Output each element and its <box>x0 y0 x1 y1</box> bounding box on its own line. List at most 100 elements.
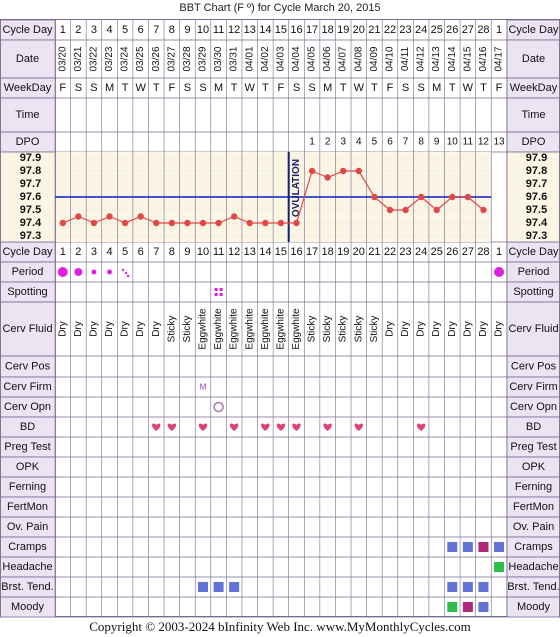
cycle-day-number: 21 <box>368 246 380 258</box>
temperature-point <box>293 219 300 227</box>
weekday-label: T <box>340 82 347 94</box>
cycle-day-number: 26 <box>446 246 458 258</box>
brst-tend-square <box>213 582 224 592</box>
cerv-fluid-label: Dry <box>151 321 162 337</box>
y-tick-label: 97.5 <box>526 204 547 216</box>
date-label: 03/28 <box>182 46 193 71</box>
cycle-day-number: 16 <box>290 24 302 36</box>
ovulation-label: OVULATION <box>291 159 302 217</box>
cycle-day-number: 9 <box>184 24 190 36</box>
date-label: 04/08 <box>353 46 364 71</box>
y-tick-label: 97.3 <box>20 230 41 242</box>
weekday-label: S <box>417 82 424 94</box>
cerv-fluid-label: Dry <box>462 321 473 337</box>
row-label-cell <box>506 39 560 79</box>
temperature-point <box>480 206 487 214</box>
spotting-dot <box>219 293 223 296</box>
y-tick-label: 97.8 <box>20 165 41 177</box>
temperature-point <box>75 213 82 220</box>
dpo-label: 8 <box>418 137 424 148</box>
dpo-label: 9 <box>434 137 440 148</box>
weekday-label: F <box>278 82 285 94</box>
cycle-day-number: 28 <box>477 24 489 36</box>
cerv-fluid-label: Eggwhite <box>229 308 240 350</box>
row-label-period: Period <box>518 266 550 278</box>
row-label-dpo: DPO <box>16 136 40 148</box>
row-label-preg-test: Preg Test <box>510 441 556 453</box>
date-label: 04/03 <box>275 46 286 71</box>
cramps-square <box>478 542 489 552</box>
cycle-day-number: 1 <box>60 24 66 36</box>
cerv-fluid-label: Dry <box>57 321 68 337</box>
row-label-brst-tend: Brst. Tend. <box>1 581 53 593</box>
cycle-day-number: 15 <box>275 24 287 36</box>
cycle-day-number: 22 <box>384 246 396 258</box>
row-label-cell <box>0 301 56 357</box>
row-label-date: Date <box>522 53 545 65</box>
temperature-point <box>59 219 66 227</box>
moody-square <box>447 602 458 612</box>
y-axis-right <box>506 151 560 243</box>
cycle-day-number: 3 <box>91 246 97 258</box>
date-label: 03/25 <box>135 46 146 71</box>
cycle-day-number: 11 <box>213 24 224 36</box>
cycle-day-number: 7 <box>153 246 159 258</box>
cycle-day-number: 23 <box>399 246 411 258</box>
headache-square <box>494 562 505 572</box>
cramps-square <box>462 542 473 552</box>
y-tick-label: 97.9 <box>20 152 41 164</box>
date-label: 03/21 <box>73 46 84 71</box>
row-label-cell <box>0 596 56 618</box>
cerv-fluid-label: Dry <box>88 321 99 337</box>
row-label-spotting: Spotting <box>513 286 553 298</box>
period-dot <box>57 267 68 277</box>
weekday-label: T <box>449 82 456 94</box>
cerv-fluid-label: Dry <box>384 321 395 337</box>
date-label: 03/20 <box>57 46 68 71</box>
cerv-fluid-label: Eggwhite <box>260 308 271 350</box>
weekday-label: S <box>184 82 191 94</box>
period-dot <box>91 269 97 275</box>
date-label: 03/26 <box>151 46 162 71</box>
cycle-day-number: 2 <box>75 246 81 258</box>
dpo-label: 10 <box>447 137 459 148</box>
weekday-label: F <box>59 82 66 94</box>
bd-heart <box>323 423 332 431</box>
weekday-label: M <box>214 82 223 94</box>
cerv-fluid-label: Dry <box>478 321 489 337</box>
cycle-day-number: 22 <box>384 24 396 36</box>
row-label-moody: Moody <box>11 601 45 613</box>
cerv-fluid-label: Dry <box>120 321 131 337</box>
cycle-day-number: 13 <box>244 246 256 258</box>
weekday-label: T <box>480 82 487 94</box>
date-label: 04/06 <box>322 46 333 71</box>
brst-tend-square <box>462 582 473 592</box>
cycle-day-number: 4 <box>106 24 112 36</box>
page-title: BBT Chart (F º) for Cycle March 20, 2015 <box>179 2 381 14</box>
date-label: 04/01 <box>244 46 255 71</box>
y-tick-label: 97.5 <box>20 204 41 216</box>
row-label-ferning: Ferning <box>9 481 46 493</box>
y-tick-label: 97.9 <box>526 152 547 164</box>
weekday-label: M <box>105 82 114 94</box>
cerv-fluid-label: Sticky <box>353 316 364 343</box>
cerv-fluid-label: Eggwhite <box>244 308 255 350</box>
date-label: 04/11 <box>400 46 411 71</box>
cycle-day-number: 12 <box>228 24 240 36</box>
temperature-point <box>386 206 394 214</box>
row-label-cycle-day: Cycle Day <box>508 24 559 36</box>
cerv-fluid-label: Sticky <box>182 316 193 343</box>
date-label: 04/16 <box>478 46 489 71</box>
row-label-brst-tend: Brst. Tend. <box>507 581 559 593</box>
bd-heart <box>416 423 426 431</box>
temperature-point <box>215 219 222 227</box>
cycle-day-number: 10 <box>197 24 209 36</box>
temperature-point <box>90 219 98 227</box>
cramps-square <box>494 542 505 552</box>
date-label: 04/15 <box>462 46 473 71</box>
temperature-point <box>262 219 269 227</box>
copyright-footer: Copyright © 2003-2024 bInfinity Web Inc.… <box>89 619 471 634</box>
y-tick-label: 97.3 <box>526 230 547 242</box>
cerv-fluid-label: Dry <box>73 321 84 337</box>
row-label-weekday: WeekDay <box>510 82 558 94</box>
